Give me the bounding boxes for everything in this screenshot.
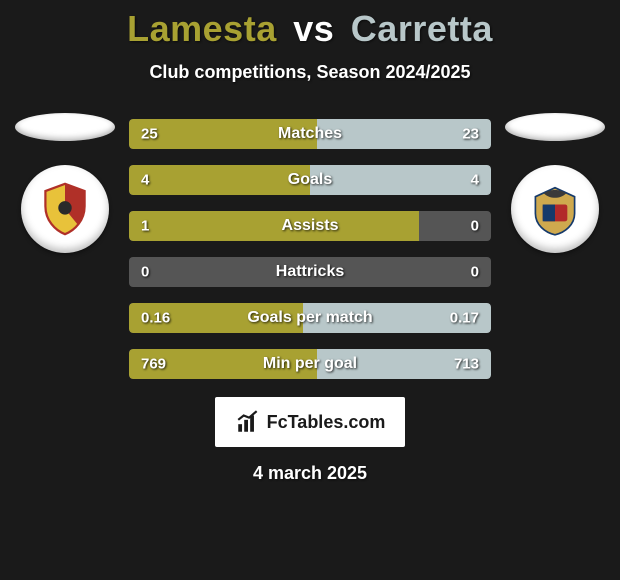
stat-row: Matches 25 23 [129,119,491,149]
stat-label: Min per goal [263,355,357,373]
chart-icon [235,409,261,435]
stat-row: Assists 1 0 [129,211,491,241]
branding-badge[interactable]: FcTables.com [215,397,405,447]
stat-label: Goals per match [247,309,372,327]
stat-row: Min per goal 769 713 [129,349,491,379]
date-label: 4 march 2025 [253,463,367,484]
stat-value-right: 0.17 [450,310,479,327]
page-title: Lamesta vs Carretta [127,8,493,50]
stat-label: Goals [288,171,332,189]
stat-value-right: 0 [471,218,479,235]
stat-value-left: 25 [141,126,158,143]
stat-value-left: 4 [141,172,149,189]
stat-bar-right [310,165,491,195]
stat-label: Assists [282,217,339,235]
stat-label: Hattricks [276,263,344,281]
stat-value-right: 713 [454,356,479,373]
title-vs: vs [293,8,334,49]
stat-bar-left [129,211,419,241]
stat-value-left: 0 [141,264,149,281]
content-row: Matches 25 23 Goals 4 4 Assists 1 0 Hattricks 0 0 Go… [0,119,620,379]
stat-bar-left [129,165,310,195]
stat-value-right: 23 [462,126,479,143]
branding-text: FcTables.com [267,412,386,433]
left-club-crest [21,165,109,253]
stat-row: Goals per match 0.16 0.17 [129,303,491,333]
comparison-card: Lamesta vs Carretta Club competitions, S… [0,0,620,484]
subtitle: Club competitions, Season 2024/2025 [149,62,470,83]
stat-row: Goals 4 4 [129,165,491,195]
title-player2: Carretta [351,8,493,49]
title-player1: Lamesta [127,8,277,49]
right-club-crest [511,165,599,253]
left-platform-ellipse [15,113,115,141]
stat-row: Hattricks 0 0 [129,257,491,287]
shield-icon [37,181,93,237]
stat-value-left: 1 [141,218,149,235]
left-side [15,113,115,253]
stat-value-right: 0 [471,264,479,281]
stat-value-left: 769 [141,356,166,373]
stat-value-left: 0.16 [141,310,170,327]
right-side [505,113,605,253]
stat-label: Matches [278,125,342,143]
right-platform-ellipse [505,113,605,141]
shield-icon [527,181,583,237]
stat-bar-spacer [419,211,491,241]
stat-value-right: 4 [471,172,479,189]
stats-column: Matches 25 23 Goals 4 4 Assists 1 0 Hattricks 0 0 Go… [129,119,491,379]
